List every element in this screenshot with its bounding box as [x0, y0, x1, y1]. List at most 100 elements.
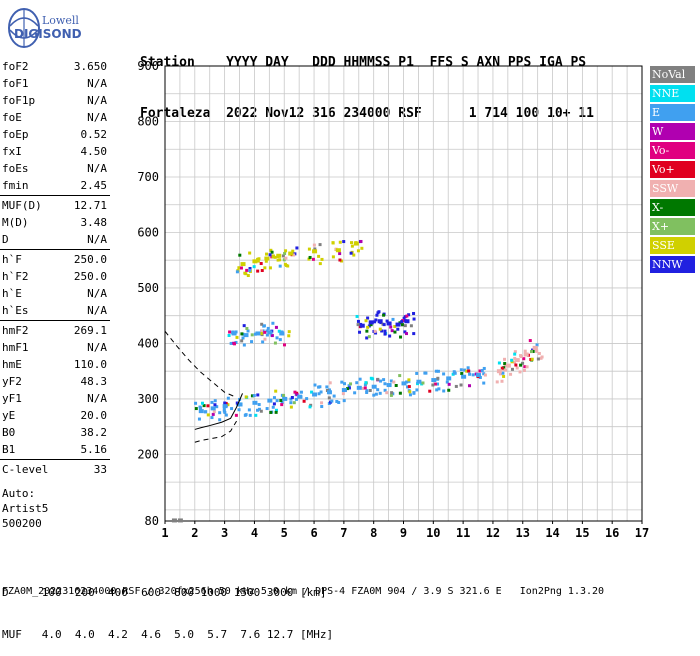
echo-point [482, 381, 486, 385]
echo-point [247, 408, 251, 412]
echo-point [256, 269, 260, 273]
echo-point [407, 385, 411, 389]
echo-point [502, 374, 506, 378]
trace-point [237, 402, 243, 407]
param-label: fxI [2, 145, 22, 158]
echo-point [408, 393, 412, 397]
echo-point [254, 413, 258, 417]
echo-point [257, 403, 261, 407]
echo-point [365, 389, 369, 393]
echo-point [259, 331, 263, 335]
param-row: foEp 0.52 [0, 126, 110, 143]
echo-point [256, 408, 260, 412]
param-row: D N/A [0, 231, 110, 248]
echo-point [263, 266, 267, 270]
y-tick-label: 400 [137, 336, 159, 350]
echo-point [223, 410, 227, 414]
distance-muf-table: D 100 200 400 600 800 1000 1500 3000 [km… [2, 558, 333, 656]
echo-point [313, 247, 317, 251]
param-row: h`Es N/A [0, 302, 110, 319]
echo-point [480, 369, 484, 373]
echo-point [378, 327, 382, 331]
echo-point [250, 333, 254, 337]
param-value: 48.3 [80, 375, 108, 388]
param-label: yF1 [2, 392, 22, 405]
echo-point [390, 391, 394, 395]
trace-point [496, 369, 502, 374]
echo-point [230, 407, 234, 411]
echo-point [252, 394, 256, 398]
echo-point [328, 381, 332, 385]
echo-point [442, 389, 446, 393]
y-tick-label: 200 [137, 447, 159, 461]
trace-point [476, 373, 482, 378]
echo-point [382, 378, 386, 382]
echo-point [495, 380, 499, 384]
param-row: yF1 N/A [0, 390, 110, 407]
legend-item: W [650, 123, 695, 140]
echo-point [227, 333, 231, 337]
echo-point [259, 409, 263, 413]
echo-point [515, 366, 519, 370]
echo-point [537, 351, 541, 355]
echo-point [287, 330, 291, 334]
param-label: D [2, 233, 9, 246]
echo-point [393, 324, 397, 328]
echo-point [500, 366, 504, 370]
trace-point [312, 249, 318, 254]
param-value: 4.50 [80, 145, 108, 158]
echo-point [369, 323, 373, 327]
echo-point [374, 318, 378, 322]
profile-curve-dashed [164, 330, 234, 397]
echo-point [274, 389, 278, 393]
echo-point [248, 251, 252, 255]
param-value: 5.16 [80, 443, 108, 456]
echo-point [363, 383, 367, 387]
echo-point [523, 349, 527, 353]
param-label: foF1 [2, 77, 29, 90]
echo-point [262, 324, 266, 328]
echo-point [270, 334, 274, 338]
echo-point [268, 253, 272, 257]
echo-point [237, 266, 241, 270]
scaled-parameters-panel: foF2 3.650 foF1 N/A foF1p N/A foE N/A foEp 0.52 fx… [0, 58, 110, 531]
echo-point [423, 371, 427, 375]
trace-point [177, 518, 183, 523]
echo-point [229, 341, 233, 345]
param-row: yE 20.0 [0, 407, 110, 424]
echo-point [291, 249, 295, 253]
echo-point [519, 355, 523, 359]
echo-point [376, 377, 380, 381]
echo-point [412, 391, 416, 395]
echo-point [273, 255, 277, 259]
echo-point [468, 372, 472, 376]
echo-point [235, 401, 239, 405]
echo-point [234, 413, 238, 417]
echo-point [308, 405, 312, 409]
trace-point [252, 400, 258, 405]
echo-point [521, 361, 525, 365]
echo-point [421, 381, 425, 385]
echo-point [283, 252, 287, 256]
echo-point [433, 382, 437, 386]
trace-point [335, 248, 341, 253]
trace-point [312, 392, 318, 397]
echo-point [361, 387, 365, 391]
param-row: hmF1 N/A [0, 339, 110, 356]
echo-point [341, 392, 345, 396]
echo-point [359, 239, 363, 243]
echo-point [202, 404, 206, 408]
echo-point [246, 329, 250, 333]
param-label: yE [2, 409, 16, 422]
param-separator [0, 320, 110, 321]
echo-point [356, 249, 360, 253]
echo-point [376, 388, 380, 392]
echo-point [338, 258, 342, 262]
trace-point [523, 352, 529, 357]
echo-point [454, 384, 458, 388]
trace-point [267, 330, 273, 335]
echo-point [318, 262, 322, 266]
echo-point [320, 405, 324, 409]
echo-point [335, 399, 339, 403]
echo-point [463, 368, 467, 372]
